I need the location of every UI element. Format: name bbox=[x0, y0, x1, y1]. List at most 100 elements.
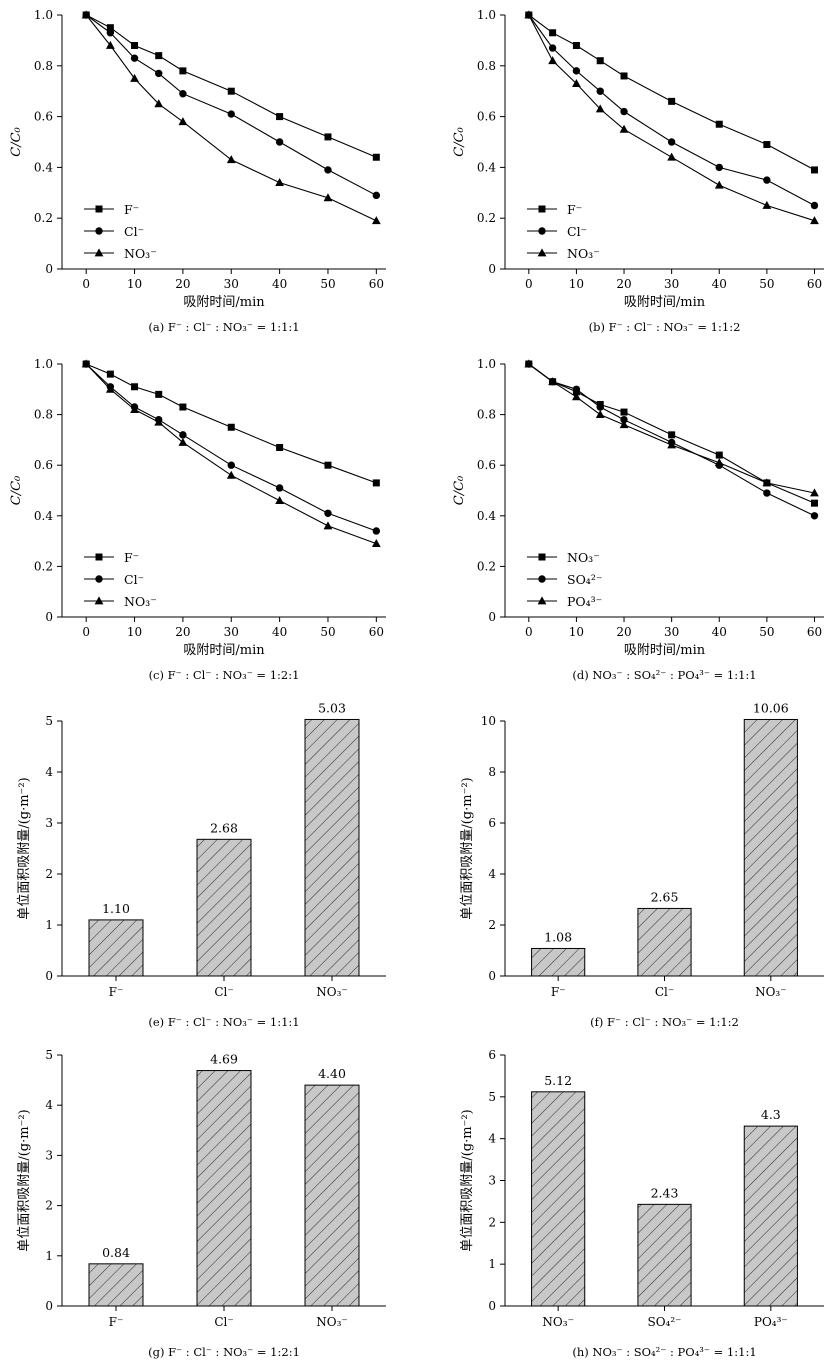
y-axis-label: 单位面积吸附量/(g·m⁻²) bbox=[460, 1109, 475, 1251]
y-tick-label: 3 bbox=[45, 816, 53, 830]
x-tick-label: Cl⁻ bbox=[214, 1315, 233, 1329]
x-tick-label: NO₃⁻ bbox=[316, 985, 347, 999]
data-point bbox=[668, 97, 676, 105]
y-tick-label: 0.6 bbox=[477, 110, 496, 124]
x-tick-label: 50 bbox=[759, 625, 774, 639]
chart-panel-e: 0 1 2 3 4 5 (e) F⁻ : Cl⁻ : NO₃⁻ = 1:1:1 1.10 F⁻ 2… bbox=[17, 700, 386, 1029]
y-axis-label: 单位面积吸附量/(g·m⁻²) bbox=[17, 1109, 32, 1251]
data-point bbox=[323, 521, 333, 530]
y-tick-label: 0.6 bbox=[34, 458, 53, 472]
data-point bbox=[714, 458, 724, 467]
x-tick-label: 10 bbox=[569, 625, 584, 639]
bar-value-label: 4.3 bbox=[761, 1107, 781, 1122]
data-point bbox=[810, 216, 819, 225]
bar-value-label: 2.65 bbox=[651, 889, 679, 904]
x-tick-label: 40 bbox=[272, 625, 287, 639]
legend-label: NO₃⁻ bbox=[567, 550, 600, 565]
data-point bbox=[810, 512, 819, 520]
x-tick-label: SO₄²⁻ bbox=[647, 1315, 681, 1329]
data-point bbox=[762, 200, 772, 209]
y-tick-label: 6 bbox=[488, 1048, 496, 1062]
y-tick-label: 0.2 bbox=[477, 211, 496, 225]
series-line-0 bbox=[528, 14, 815, 171]
chart-panel-g: 0 1 2 3 4 5 (g) F⁻ : Cl⁻ : NO₃⁻ = 1:2:1 0.84 F⁻ 4… bbox=[17, 1048, 386, 1359]
data-point bbox=[810, 499, 818, 507]
y-tick-label: 1 bbox=[488, 1257, 496, 1271]
data-point bbox=[668, 431, 676, 439]
y-tick-label: 0.4 bbox=[34, 160, 53, 174]
y-tick-label: 5 bbox=[45, 714, 53, 728]
y-tick-label: 10 bbox=[481, 714, 496, 728]
y-tick-label: 0 bbox=[488, 262, 496, 276]
x-tick-label: 40 bbox=[712, 277, 727, 291]
chart-panel-f: 0 2 4 6 8 10 (f) F⁻ : Cl⁻ : NO₃⁻ = 1:1:2 1.08 F⁻… bbox=[460, 700, 824, 1029]
x-tick-label: 0 bbox=[82, 277, 90, 291]
data-point bbox=[572, 392, 581, 401]
data-point bbox=[549, 29, 557, 37]
legend-marker bbox=[95, 205, 103, 213]
y-tick-label: 0 bbox=[488, 610, 496, 624]
data-point bbox=[810, 488, 819, 497]
legend-marker bbox=[538, 553, 546, 561]
bar-1 bbox=[196, 1070, 252, 1307]
bar-value-label: 4.40 bbox=[318, 1066, 346, 1081]
data-point bbox=[667, 152, 677, 161]
x-tick-label: 20 bbox=[175, 625, 190, 639]
y-tick-label: 1.0 bbox=[477, 8, 496, 22]
data-point bbox=[667, 138, 676, 146]
data-point bbox=[524, 10, 534, 19]
y-tick-label: 0.4 bbox=[477, 160, 496, 174]
data-point bbox=[324, 509, 332, 517]
y-tick-label: 0.2 bbox=[34, 559, 53, 573]
data-point bbox=[155, 52, 163, 60]
x-tick-label: PO₄³⁻ bbox=[754, 1315, 788, 1329]
y-tick-label: 1 bbox=[45, 918, 53, 932]
y-tick-label: 2 bbox=[45, 867, 53, 881]
data-point bbox=[620, 107, 628, 116]
y-tick-label: 4 bbox=[488, 1132, 496, 1146]
data-point bbox=[275, 484, 284, 492]
data-point bbox=[179, 403, 187, 411]
data-point bbox=[548, 44, 557, 52]
data-point bbox=[548, 56, 558, 65]
data-point bbox=[572, 67, 581, 75]
data-point bbox=[130, 404, 139, 413]
series-line-2 bbox=[528, 363, 815, 494]
panel-caption: (d) NO₃⁻ : SO₄²⁻ : PO₄³⁻ = 1:1:1 bbox=[572, 668, 756, 682]
x-tick-label: F⁻ bbox=[109, 1315, 124, 1329]
x-axis-label: 吸附时间/min bbox=[183, 295, 265, 310]
legend-label: NO₃⁻ bbox=[124, 246, 157, 261]
legend-label: F⁻ bbox=[567, 202, 582, 217]
bar-2 bbox=[304, 1084, 360, 1307]
x-tick-label: 50 bbox=[759, 277, 774, 291]
data-point bbox=[572, 385, 581, 393]
chart-panel-d: 0 0.2 0.4 0.6 0.8 1.0 (d) NO₃⁻ : SO₄²⁻ : PO₄³⁻… bbox=[452, 357, 824, 682]
x-tick-label: 30 bbox=[224, 625, 239, 639]
data-point bbox=[714, 180, 724, 189]
x-tick-label: 20 bbox=[616, 625, 631, 639]
y-tick-label: 0.4 bbox=[34, 509, 53, 523]
bar-value-label: 10.06 bbox=[753, 700, 789, 715]
legend-marker bbox=[538, 227, 546, 235]
y-tick-label: 0.8 bbox=[477, 408, 496, 422]
data-point bbox=[106, 29, 115, 37]
data-point bbox=[596, 403, 604, 411]
y-tick-label: 1.0 bbox=[477, 357, 496, 371]
data-point bbox=[372, 527, 381, 535]
panel-caption: (a) F⁻ : Cl⁻ : NO₃⁻ = 1:1:1 bbox=[148, 320, 299, 334]
y-axis-label: C/C₀ bbox=[452, 475, 467, 505]
data-point bbox=[106, 370, 114, 378]
legend-label: SO₄²⁻ bbox=[567, 572, 602, 587]
data-point bbox=[276, 113, 284, 121]
y-tick-label: 4 bbox=[45, 765, 53, 779]
bar-0 bbox=[88, 1263, 144, 1307]
legend-marker bbox=[538, 205, 546, 213]
y-axis-label: C/C₀ bbox=[452, 126, 467, 156]
panel-caption: (c) F⁻ : Cl⁻ : NO₃⁻ = 1:2:1 bbox=[149, 668, 300, 682]
bar-value-label: 2.68 bbox=[210, 820, 238, 835]
chart-panel-b: 0 0.2 0.4 0.6 0.8 1.0 (b) F⁻ : Cl⁻ : NO₃⁻ = 1:… bbox=[452, 8, 824, 334]
data-point bbox=[371, 216, 381, 225]
data-point bbox=[276, 443, 284, 451]
data-point bbox=[81, 10, 91, 19]
